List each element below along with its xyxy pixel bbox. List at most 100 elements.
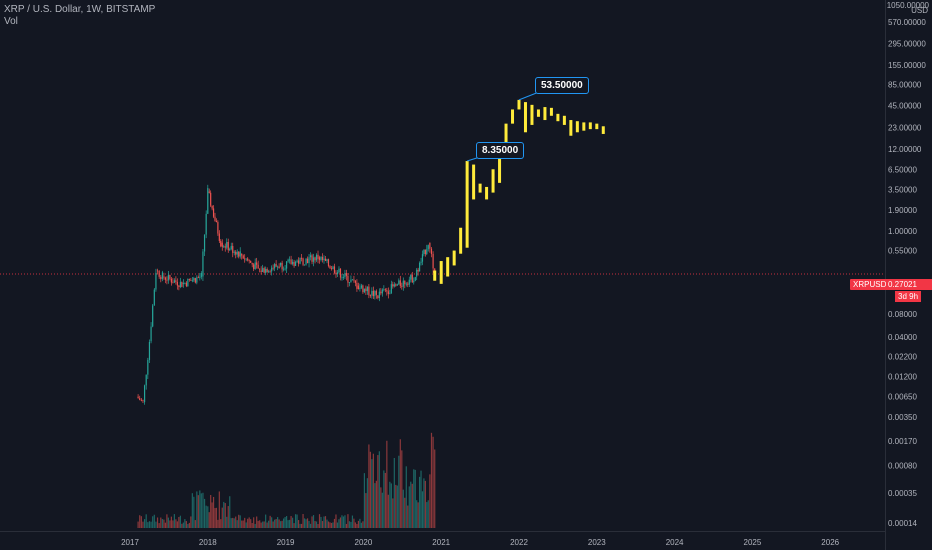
candle-body [414,277,416,281]
time-tick-label: 2017 [121,538,139,547]
candle-body [297,260,300,264]
volume-bar [178,517,180,528]
volume-bar [169,520,171,528]
volume-bar [247,518,249,528]
volume-label: Vol [4,16,18,27]
volume-bar [179,515,181,528]
volume-bar [161,519,164,528]
candle-body [193,278,195,281]
projection-bar [523,102,527,133]
volume-bar [362,521,364,528]
candle-body [417,269,419,272]
callout-53-5[interactable]: 53.50000 [535,77,589,94]
candle-body [143,385,146,403]
volume-bar [354,522,357,528]
volume-bar [190,516,192,528]
volume-bar [314,521,316,528]
volume-bar [306,518,309,528]
candle-body [324,258,327,261]
volume-bar [196,491,198,528]
candle-body [351,279,354,281]
callout-8-35[interactable]: 8.35000 [476,142,525,159]
candle-body [285,261,288,269]
volume-bar [288,519,291,528]
projection-bar [491,169,495,193]
volume-bar [309,523,312,528]
volume-bar [384,472,386,528]
volume-bar [339,517,342,528]
time-tick-label: 2021 [432,538,450,547]
candle-body [294,261,297,266]
candle-body [330,268,333,270]
volume-bar [217,519,219,528]
candle-body [158,271,160,277]
candle-body [227,241,229,251]
volume-bar [374,483,376,528]
price-tick-label: 0.00170 [888,437,917,446]
volume-bar [260,522,262,528]
candle-body [152,305,154,327]
candle-body [200,273,202,278]
candle-body [321,256,324,260]
volume-bar [166,514,168,528]
volume-bar [245,522,247,528]
volume-bar [414,469,416,528]
candle-body [356,282,358,289]
candle-body [139,398,141,400]
projection-bars [433,99,605,284]
volume-bar [297,520,300,528]
volume-bar [145,514,147,528]
volume-bar [417,502,419,528]
volume-bar [392,498,394,528]
candle-body [191,280,193,282]
price-axis-currency: USD [911,6,928,15]
candle-body [318,257,321,260]
volume-bar [429,474,431,528]
volume-bar [360,522,363,528]
volume-bar [363,473,365,528]
price-tick-label: 0.55000 [888,247,917,256]
projection-bar [433,270,437,281]
candle-body [205,213,207,235]
volume-bar [152,516,154,528]
candle-body [372,290,374,297]
candle-body [320,256,322,260]
candle-body [317,254,319,259]
candle-body [339,268,342,278]
candle-body [202,251,204,277]
price-axis-top-label: 1050.00000 [887,1,930,10]
volume-bar [283,518,285,528]
projection-bar [517,99,521,110]
volume-bar [173,514,175,528]
candle-body [381,289,383,294]
candle-body [305,258,307,265]
volume-bar [265,514,267,528]
candle-body [187,278,189,287]
candle-body [383,289,385,291]
volume-bar [250,519,252,528]
price-tick-label: 45.00000 [888,102,922,111]
volume-bar [323,516,325,528]
volume-bar [329,522,331,528]
volume-bar [398,455,400,528]
volume-bar [197,495,199,528]
candle-body [248,260,250,262]
volume-bar [148,521,151,528]
candle-body [271,267,273,272]
candle-body [224,246,226,248]
candle-body [214,216,216,221]
candle-body [277,266,279,268]
volume-bar [426,502,428,528]
volume-bar [401,450,403,528]
candle-body [363,288,365,293]
volume-bar [302,514,304,528]
candle-body [374,290,376,297]
projection-bar [562,115,566,125]
candle-body [244,258,246,260]
candle-body [210,192,212,206]
candle-body [416,269,418,277]
projection-bar [543,107,547,121]
chart-legend: XRP / U.S. Dollar, 1W, BITSTAMP Vol [4,4,155,28]
candle-body [207,188,209,214]
